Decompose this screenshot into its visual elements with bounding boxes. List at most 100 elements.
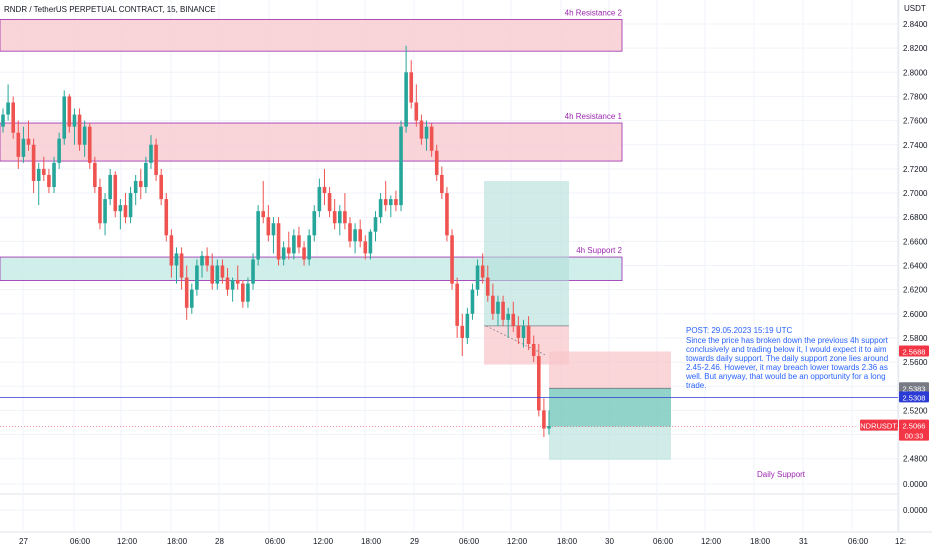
price-tick-label: 2.8000	[903, 68, 928, 77]
price-tick-label: 2.8400	[903, 20, 928, 29]
candle-body	[317, 187, 322, 212]
candle-body	[485, 277, 490, 296]
time-tick-label: 12:00	[507, 537, 528, 546]
candle-body	[455, 283, 459, 326]
candle-body	[434, 150, 439, 175]
candle-body	[394, 199, 398, 206]
zone-support	[0, 256, 623, 281]
candle-body	[399, 126, 403, 206]
time-tick-label: 28	[215, 537, 224, 546]
candle-body	[26, 138, 31, 145]
candle-body	[195, 265, 199, 290]
analysis-note: POST: 29.05.2023 15:19 UTC Since the pri…	[685, 326, 889, 390]
candle-body	[414, 102, 419, 121]
candle-body	[526, 325, 531, 344]
candle-body	[1, 114, 5, 127]
candle-body	[302, 247, 306, 260]
price-tick-label: 2.7400	[903, 141, 928, 150]
candle-body	[16, 132, 21, 157]
candle-body	[154, 144, 158, 175]
candle-body	[62, 96, 67, 139]
time-tick-label: 06:00	[653, 537, 674, 546]
price-tick-label: 2.6000	[903, 310, 928, 319]
candle-body	[118, 205, 123, 212]
price-tick-label: 2.8200	[903, 44, 928, 53]
time-tick-label: 29	[410, 537, 419, 546]
candle-body	[429, 126, 434, 151]
long-trend-line	[485, 325, 546, 356]
candle-body	[123, 205, 128, 218]
price-label-box	[860, 419, 898, 431]
time-tick-label: 18:00	[557, 537, 578, 546]
note-line: 2.45-2.46. However, it may breach lower …	[686, 363, 888, 372]
zone-label: 4h Resistance 2	[565, 8, 623, 17]
candle-body	[491, 295, 495, 314]
overlay-layer	[0, 396, 898, 427]
candle-body	[506, 313, 510, 320]
candle-body	[164, 199, 169, 236]
candle-body	[205, 255, 209, 266]
candle-body	[52, 162, 56, 188]
note-line: trade.	[686, 381, 706, 390]
candle-body	[496, 301, 500, 314]
note-line: well. But anyway, that would be an oppor…	[685, 372, 886, 381]
candle-body	[103, 199, 107, 224]
candle-body	[87, 126, 92, 163]
price-label-text: RNDRUSDT.P	[855, 422, 903, 431]
time-tick-label: 12:00	[117, 537, 138, 546]
candle-body	[133, 180, 138, 194]
candle-body	[174, 253, 179, 266]
candle-body	[98, 187, 102, 224]
candle-body	[475, 265, 480, 290]
candle-body	[138, 180, 143, 188]
time-axis[interactable]: 27 06:00 12:00 18:00 28 06:00 12:00 18:00 29 06:0…	[19, 537, 906, 546]
candle-body	[286, 247, 291, 254]
candle-body	[144, 162, 148, 188]
candle-body	[215, 265, 220, 284]
zone-label: 4h Resistance 1	[565, 112, 623, 121]
candle-body	[373, 217, 378, 232]
price-tick-label: 2.5800	[903, 334, 928, 343]
candle-body	[42, 168, 46, 175]
candle-body	[450, 235, 454, 284]
candle-body	[470, 289, 475, 314]
candle-body	[246, 283, 250, 302]
price-label-text: 2.5688	[903, 347, 926, 356]
candle-body	[82, 126, 87, 145]
candle-body	[251, 259, 255, 284]
candle-body	[225, 277, 230, 290]
candle-body	[440, 174, 444, 194]
price-tick-label: 0.0000	[903, 506, 928, 515]
candle-body	[327, 193, 332, 212]
candle-body	[358, 229, 362, 242]
candle-body	[312, 211, 317, 236]
candle-body	[460, 325, 465, 338]
price-axis[interactable]: 2.8400 2.8200 2.8000 2.7800 2.7600 2.7400 2.72…	[855, 20, 929, 515]
candle-body	[511, 313, 516, 326]
candle-body	[363, 241, 368, 254]
candle-body	[169, 235, 174, 266]
time-tick-label: 12:00	[701, 537, 722, 546]
candle-body	[256, 211, 260, 260]
candle-body	[159, 174, 163, 200]
candle-body	[190, 289, 194, 308]
candle-body	[266, 217, 271, 236]
price-tick-label: 2.6800	[903, 213, 928, 222]
time-tick-label: 06:00	[848, 537, 869, 546]
candle-body	[542, 410, 546, 429]
price-label-box	[899, 391, 929, 403]
candle-body	[31, 144, 36, 181]
candle-body	[297, 235, 301, 248]
price-tick-label: 2.6600	[903, 237, 928, 246]
note-line: conclusively and trading below it, I wou…	[686, 345, 887, 354]
candle-body	[113, 174, 118, 212]
candle-body	[11, 102, 16, 133]
time-tick-label: 18:00	[167, 537, 188, 546]
time-tick-label: 27	[19, 537, 28, 546]
candle-body	[332, 211, 337, 224]
candle-body	[409, 72, 414, 103]
short-stop-zone	[549, 351, 671, 389]
candle-body	[343, 211, 347, 224]
candle-body	[404, 72, 408, 127]
